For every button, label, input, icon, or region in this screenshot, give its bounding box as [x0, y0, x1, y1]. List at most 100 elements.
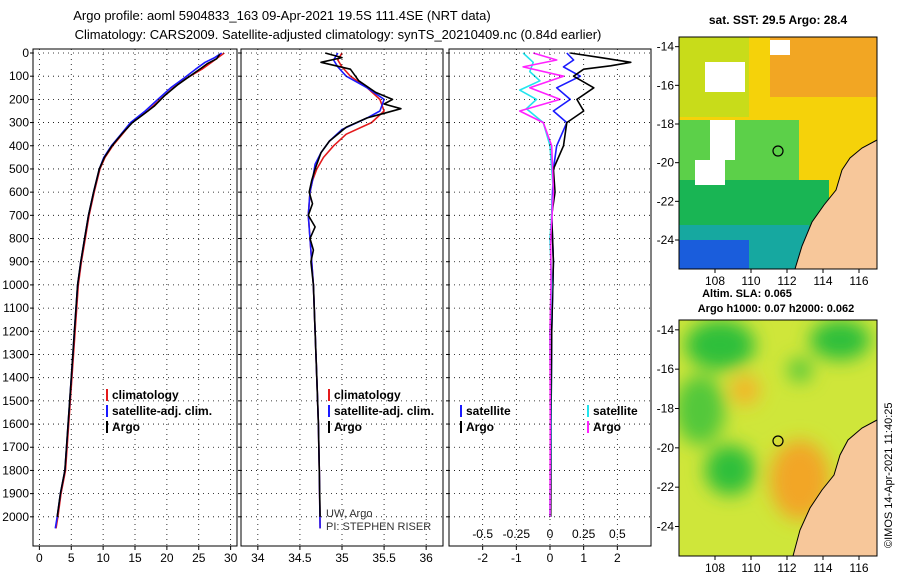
map-y-tick-label: -14	[657, 40, 675, 54]
x-tick-label-secondary: 0	[547, 527, 554, 541]
sst-argo-location-marker	[772, 145, 784, 157]
profile-lines	[54, 52, 632, 529]
y-tick-label: 400	[9, 139, 29, 153]
y-tick-label: 0	[22, 46, 29, 60]
x-tick-label: 0	[36, 551, 43, 565]
imos-credit: ©IMOS 14-Apr-2021 11:40:25	[883, 403, 895, 548]
salinity-plot-frame	[240, 48, 444, 547]
x-tick-label-secondary: 0.5	[609, 527, 626, 541]
x-tick-label: 30	[224, 551, 238, 565]
title-line1: Argo profile: aoml 5904833_163 09-Apr-20…	[73, 8, 490, 23]
legend-label: Argo	[334, 420, 362, 434]
x-tick-label: 1	[580, 551, 587, 565]
y-tick-label: 1000	[2, 278, 29, 292]
sla-map-frame	[678, 319, 878, 557]
map-x-tick-label: 108	[705, 561, 725, 575]
y-tick-label: 500	[9, 162, 29, 176]
x-tick-label: 5	[68, 551, 75, 565]
pi-annotation: UW, Argo	[326, 508, 372, 520]
temperature-plot-frame	[32, 48, 238, 547]
x-tick-label-secondary: -0.5	[472, 527, 493, 541]
x-tick-label: -2	[477, 551, 488, 565]
sla-map: Altim. SLA: 0.065 Argo h1000: 0.07 h2000…	[678, 288, 878, 557]
sla-map-subtitle: Argo h1000: 0.07 h2000: 0.062	[698, 303, 855, 315]
map-y-tick-label: -24	[657, 520, 675, 534]
series-line-salinity-2	[307, 52, 402, 517]
y-tick-label: 1300	[2, 347, 29, 361]
map-y-tick-label: -20	[657, 441, 675, 455]
sst-map-cloud	[770, 40, 790, 55]
x-tick-label: 25	[192, 551, 206, 565]
map-y-tick-label: -16	[657, 362, 675, 376]
map-y-tick-label: -14	[657, 323, 675, 337]
map-y-tick-label: -24	[657, 233, 675, 247]
sla-map-blob	[705, 445, 755, 495]
map-y-tick-label: -20	[657, 156, 675, 170]
map-y-tick-label: -22	[657, 194, 675, 208]
sla-map-blob	[730, 375, 760, 405]
y-tick-label: 600	[9, 185, 29, 199]
legend-label: climatology	[334, 388, 401, 402]
y-tick-label: 900	[9, 255, 29, 269]
x-tick-label: 2	[614, 551, 621, 565]
map-x-tick-label: 112	[777, 274, 796, 288]
map-x-tick-label: 114	[813, 561, 832, 575]
series-line-difference-0	[549, 52, 582, 517]
x-tick-label: -1	[511, 551, 522, 565]
x-tick-label: 35	[335, 551, 349, 565]
x-tick-label: 10	[96, 551, 110, 565]
x-tick-label: 34.5	[288, 551, 312, 565]
y-tick-label: 300	[9, 116, 29, 130]
pi-annotation: PI: STEPHEN RISER	[326, 521, 431, 533]
map-y-tick-label: -18	[657, 117, 675, 131]
sst-map-title: sat. SST: 29.5 Argo: 28.4	[709, 13, 848, 27]
y-tick-label: 1900	[2, 487, 29, 501]
sst-map-cloud	[710, 120, 735, 160]
x-tick-label: 35.5	[372, 551, 396, 565]
sla-map-blob	[679, 375, 725, 445]
legend-label: Argo	[466, 420, 494, 434]
y-tick-label: 1800	[2, 463, 29, 477]
x-tick-label: 34	[251, 551, 265, 565]
x-tick-label: 36	[419, 551, 433, 565]
y-tick-label: 200	[9, 92, 29, 106]
sst-map-band	[679, 240, 749, 269]
sst-map-frame	[678, 36, 878, 270]
map-x-tick-label: 108	[705, 274, 725, 288]
sst-map: sat. SST: 29.5 Argo: 28.4	[678, 13, 878, 270]
y-tick-label: 1200	[2, 324, 29, 338]
legend-label: satellite	[593, 404, 638, 418]
y-tick-label: 700	[9, 208, 29, 222]
y-tick-label: 1500	[2, 394, 29, 408]
title-line2: Climatology: CARS2009. Satellite-adjuste…	[75, 27, 602, 42]
legend-label: satellite	[466, 404, 511, 418]
legend-label: Argo	[593, 420, 621, 434]
y-tick-label: 1400	[2, 371, 29, 385]
x-tick-label: 20	[160, 551, 174, 565]
map-x-tick-label: 110	[741, 561, 760, 575]
series-line-difference-1	[549, 52, 632, 517]
y-tick-label: 1600	[2, 417, 29, 431]
map-x-tick-label: 116	[849, 561, 868, 575]
sla-map-title: Altim. SLA: 0.065	[702, 288, 792, 300]
y-tick-label: 2000	[2, 510, 29, 524]
legend-label: satellite-adj. clim.	[112, 404, 212, 418]
x-tick-label: 15	[128, 551, 142, 565]
map-y-tick-label: -22	[657, 480, 675, 494]
map-x-tick-label: 110	[741, 274, 760, 288]
y-tick-label: 1700	[2, 440, 29, 454]
map-x-tick-label: 112	[777, 561, 796, 575]
sla-argo-location-marker	[772, 435, 784, 447]
map-y-tick-label: -16	[657, 78, 675, 92]
series-line-temperature-1	[54, 52, 223, 529]
x-tick-label-secondary: 0.25	[572, 527, 596, 541]
y-tick-label: 1100	[3, 301, 29, 315]
series-line-difference-3	[518, 52, 565, 517]
y-tick-label: 100	[9, 69, 29, 83]
map-y-tick-label: -18	[657, 402, 675, 416]
x-tick-label-secondary: -0.25	[503, 527, 531, 541]
sla-map-blob	[685, 320, 755, 370]
sst-map-cloud	[705, 62, 745, 92]
map-x-tick-label: 114	[813, 274, 832, 288]
legend-label: climatology	[112, 388, 179, 402]
